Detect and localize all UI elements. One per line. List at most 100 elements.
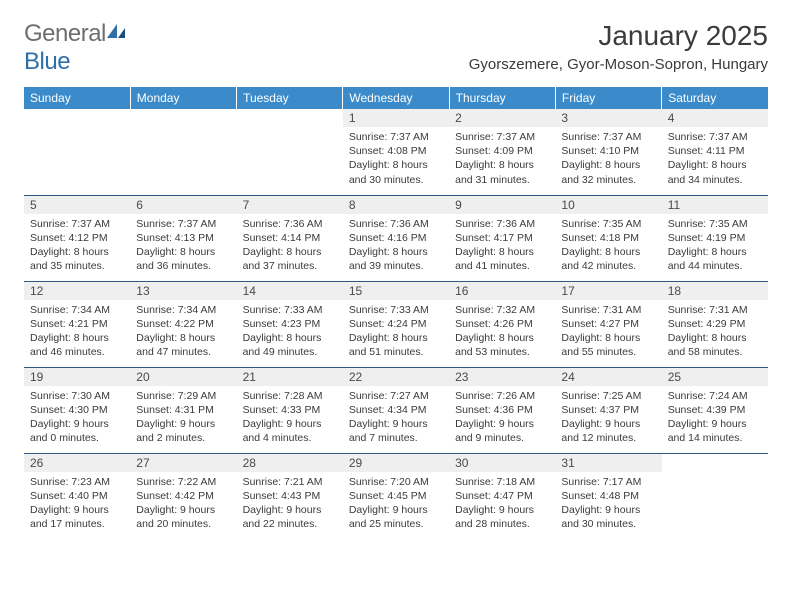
day-number: 3 bbox=[555, 109, 661, 127]
day-number: 16 bbox=[449, 282, 555, 300]
weekday-header: Friday bbox=[555, 87, 661, 109]
calendar-empty-cell bbox=[662, 453, 768, 539]
day-info: Sunrise: 7:36 AMSunset: 4:16 PMDaylight:… bbox=[343, 214, 449, 278]
calendar-day-cell: 22Sunrise: 7:27 AMSunset: 4:34 PMDayligh… bbox=[343, 367, 449, 453]
month-title: January 2025 bbox=[469, 20, 768, 52]
day-info: Sunrise: 7:22 AMSunset: 4:42 PMDaylight:… bbox=[130, 472, 236, 536]
day-number: 15 bbox=[343, 282, 449, 300]
day-number: 25 bbox=[662, 368, 768, 386]
day-info: Sunrise: 7:27 AMSunset: 4:34 PMDaylight:… bbox=[343, 386, 449, 450]
day-info: Sunrise: 7:36 AMSunset: 4:17 PMDaylight:… bbox=[449, 214, 555, 278]
day-number: 17 bbox=[555, 282, 661, 300]
logo-sail-icon bbox=[105, 22, 127, 45]
day-number: 21 bbox=[237, 368, 343, 386]
day-number: 9 bbox=[449, 196, 555, 214]
day-number: 30 bbox=[449, 454, 555, 472]
calendar-empty-cell bbox=[237, 109, 343, 195]
weekday-header: Monday bbox=[130, 87, 236, 109]
calendar-day-cell: 5Sunrise: 7:37 AMSunset: 4:12 PMDaylight… bbox=[24, 195, 130, 281]
logo-blue-wrap: Blue bbox=[24, 48, 70, 76]
calendar-day-cell: 6Sunrise: 7:37 AMSunset: 4:13 PMDaylight… bbox=[130, 195, 236, 281]
day-number: 28 bbox=[237, 454, 343, 472]
calendar-day-cell: 15Sunrise: 7:33 AMSunset: 4:24 PMDayligh… bbox=[343, 281, 449, 367]
day-number: 14 bbox=[237, 282, 343, 300]
calendar-week-row: 1Sunrise: 7:37 AMSunset: 4:08 PMDaylight… bbox=[24, 109, 768, 195]
day-info: Sunrise: 7:25 AMSunset: 4:37 PMDaylight:… bbox=[555, 386, 661, 450]
day-info: Sunrise: 7:29 AMSunset: 4:31 PMDaylight:… bbox=[130, 386, 236, 450]
logo-text-blue: Blue bbox=[24, 48, 70, 75]
calendar-week-row: 19Sunrise: 7:30 AMSunset: 4:30 PMDayligh… bbox=[24, 367, 768, 453]
day-number: 19 bbox=[24, 368, 130, 386]
day-number: 10 bbox=[555, 196, 661, 214]
day-number: 1 bbox=[343, 109, 449, 127]
location-subtitle: Gyorszemere, Gyor-Moson-Sopron, Hungary bbox=[469, 56, 768, 73]
day-info: Sunrise: 7:37 AMSunset: 4:13 PMDaylight:… bbox=[130, 214, 236, 278]
calendar-day-cell: 16Sunrise: 7:32 AMSunset: 4:26 PMDayligh… bbox=[449, 281, 555, 367]
day-number: 26 bbox=[24, 454, 130, 472]
day-number: 27 bbox=[130, 454, 236, 472]
calendar-day-cell: 1Sunrise: 7:37 AMSunset: 4:08 PMDaylight… bbox=[343, 109, 449, 195]
calendar-day-cell: 25Sunrise: 7:24 AMSunset: 4:39 PMDayligh… bbox=[662, 367, 768, 453]
day-number: 20 bbox=[130, 368, 236, 386]
calendar-day-cell: 14Sunrise: 7:33 AMSunset: 4:23 PMDayligh… bbox=[237, 281, 343, 367]
calendar-day-cell: 4Sunrise: 7:37 AMSunset: 4:11 PMDaylight… bbox=[662, 109, 768, 195]
day-info: Sunrise: 7:31 AMSunset: 4:27 PMDaylight:… bbox=[555, 300, 661, 364]
day-number: 13 bbox=[130, 282, 236, 300]
weekday-header: Tuesday bbox=[237, 87, 343, 109]
calendar-day-cell: 3Sunrise: 7:37 AMSunset: 4:10 PMDaylight… bbox=[555, 109, 661, 195]
calendar-day-cell: 29Sunrise: 7:20 AMSunset: 4:45 PMDayligh… bbox=[343, 453, 449, 539]
day-info: Sunrise: 7:37 AMSunset: 4:09 PMDaylight:… bbox=[449, 127, 555, 191]
day-number: 7 bbox=[237, 196, 343, 214]
title-block: January 2025 Gyorszemere, Gyor-Moson-Sop… bbox=[469, 20, 768, 73]
day-info: Sunrise: 7:26 AMSunset: 4:36 PMDaylight:… bbox=[449, 386, 555, 450]
day-info: Sunrise: 7:36 AMSunset: 4:14 PMDaylight:… bbox=[237, 214, 343, 278]
calendar-day-cell: 18Sunrise: 7:31 AMSunset: 4:29 PMDayligh… bbox=[662, 281, 768, 367]
calendar-day-cell: 2Sunrise: 7:37 AMSunset: 4:09 PMDaylight… bbox=[449, 109, 555, 195]
day-info: Sunrise: 7:37 AMSunset: 4:08 PMDaylight:… bbox=[343, 127, 449, 191]
day-info: Sunrise: 7:34 AMSunset: 4:22 PMDaylight:… bbox=[130, 300, 236, 364]
day-number: 23 bbox=[449, 368, 555, 386]
day-number: 31 bbox=[555, 454, 661, 472]
day-info: Sunrise: 7:20 AMSunset: 4:45 PMDaylight:… bbox=[343, 472, 449, 536]
calendar-day-cell: 12Sunrise: 7:34 AMSunset: 4:21 PMDayligh… bbox=[24, 281, 130, 367]
day-number: 2 bbox=[449, 109, 555, 127]
calendar-empty-cell bbox=[24, 109, 130, 195]
day-info: Sunrise: 7:33 AMSunset: 4:24 PMDaylight:… bbox=[343, 300, 449, 364]
day-number: 29 bbox=[343, 454, 449, 472]
day-number: 18 bbox=[662, 282, 768, 300]
day-info: Sunrise: 7:30 AMSunset: 4:30 PMDaylight:… bbox=[24, 386, 130, 450]
calendar-day-cell: 23Sunrise: 7:26 AMSunset: 4:36 PMDayligh… bbox=[449, 367, 555, 453]
calendar-day-cell: 11Sunrise: 7:35 AMSunset: 4:19 PMDayligh… bbox=[662, 195, 768, 281]
day-info: Sunrise: 7:28 AMSunset: 4:33 PMDaylight:… bbox=[237, 386, 343, 450]
calendar-week-row: 26Sunrise: 7:23 AMSunset: 4:40 PMDayligh… bbox=[24, 453, 768, 539]
day-info: Sunrise: 7:37 AMSunset: 4:11 PMDaylight:… bbox=[662, 127, 768, 191]
day-info: Sunrise: 7:34 AMSunset: 4:21 PMDaylight:… bbox=[24, 300, 130, 364]
day-info: Sunrise: 7:32 AMSunset: 4:26 PMDaylight:… bbox=[449, 300, 555, 364]
day-info: Sunrise: 7:31 AMSunset: 4:29 PMDaylight:… bbox=[662, 300, 768, 364]
calendar-day-cell: 19Sunrise: 7:30 AMSunset: 4:30 PMDayligh… bbox=[24, 367, 130, 453]
calendar-day-cell: 21Sunrise: 7:28 AMSunset: 4:33 PMDayligh… bbox=[237, 367, 343, 453]
calendar-day-cell: 31Sunrise: 7:17 AMSunset: 4:48 PMDayligh… bbox=[555, 453, 661, 539]
weekday-header: Thursday bbox=[449, 87, 555, 109]
day-info: Sunrise: 7:23 AMSunset: 4:40 PMDaylight:… bbox=[24, 472, 130, 536]
calendar-header-row: SundayMondayTuesdayWednesdayThursdayFrid… bbox=[24, 87, 768, 109]
calendar-table: SundayMondayTuesdayWednesdayThursdayFrid… bbox=[24, 87, 768, 539]
calendar-body: 1Sunrise: 7:37 AMSunset: 4:08 PMDaylight… bbox=[24, 109, 768, 539]
day-info: Sunrise: 7:37 AMSunset: 4:12 PMDaylight:… bbox=[24, 214, 130, 278]
calendar-day-cell: 27Sunrise: 7:22 AMSunset: 4:42 PMDayligh… bbox=[130, 453, 236, 539]
calendar-day-cell: 30Sunrise: 7:18 AMSunset: 4:47 PMDayligh… bbox=[449, 453, 555, 539]
day-number: 24 bbox=[555, 368, 661, 386]
calendar-day-cell: 7Sunrise: 7:36 AMSunset: 4:14 PMDaylight… bbox=[237, 195, 343, 281]
day-info: Sunrise: 7:21 AMSunset: 4:43 PMDaylight:… bbox=[237, 472, 343, 536]
calendar-day-cell: 8Sunrise: 7:36 AMSunset: 4:16 PMDaylight… bbox=[343, 195, 449, 281]
calendar-day-cell: 13Sunrise: 7:34 AMSunset: 4:22 PMDayligh… bbox=[130, 281, 236, 367]
logo: General bbox=[24, 20, 129, 48]
day-number: 22 bbox=[343, 368, 449, 386]
calendar-day-cell: 24Sunrise: 7:25 AMSunset: 4:37 PMDayligh… bbox=[555, 367, 661, 453]
calendar-week-row: 12Sunrise: 7:34 AMSunset: 4:21 PMDayligh… bbox=[24, 281, 768, 367]
day-number: 5 bbox=[24, 196, 130, 214]
day-number: 6 bbox=[130, 196, 236, 214]
header: General January 2025 Gyorszemere, Gyor-M… bbox=[0, 0, 792, 79]
day-info: Sunrise: 7:37 AMSunset: 4:10 PMDaylight:… bbox=[555, 127, 661, 191]
calendar-empty-cell bbox=[130, 109, 236, 195]
